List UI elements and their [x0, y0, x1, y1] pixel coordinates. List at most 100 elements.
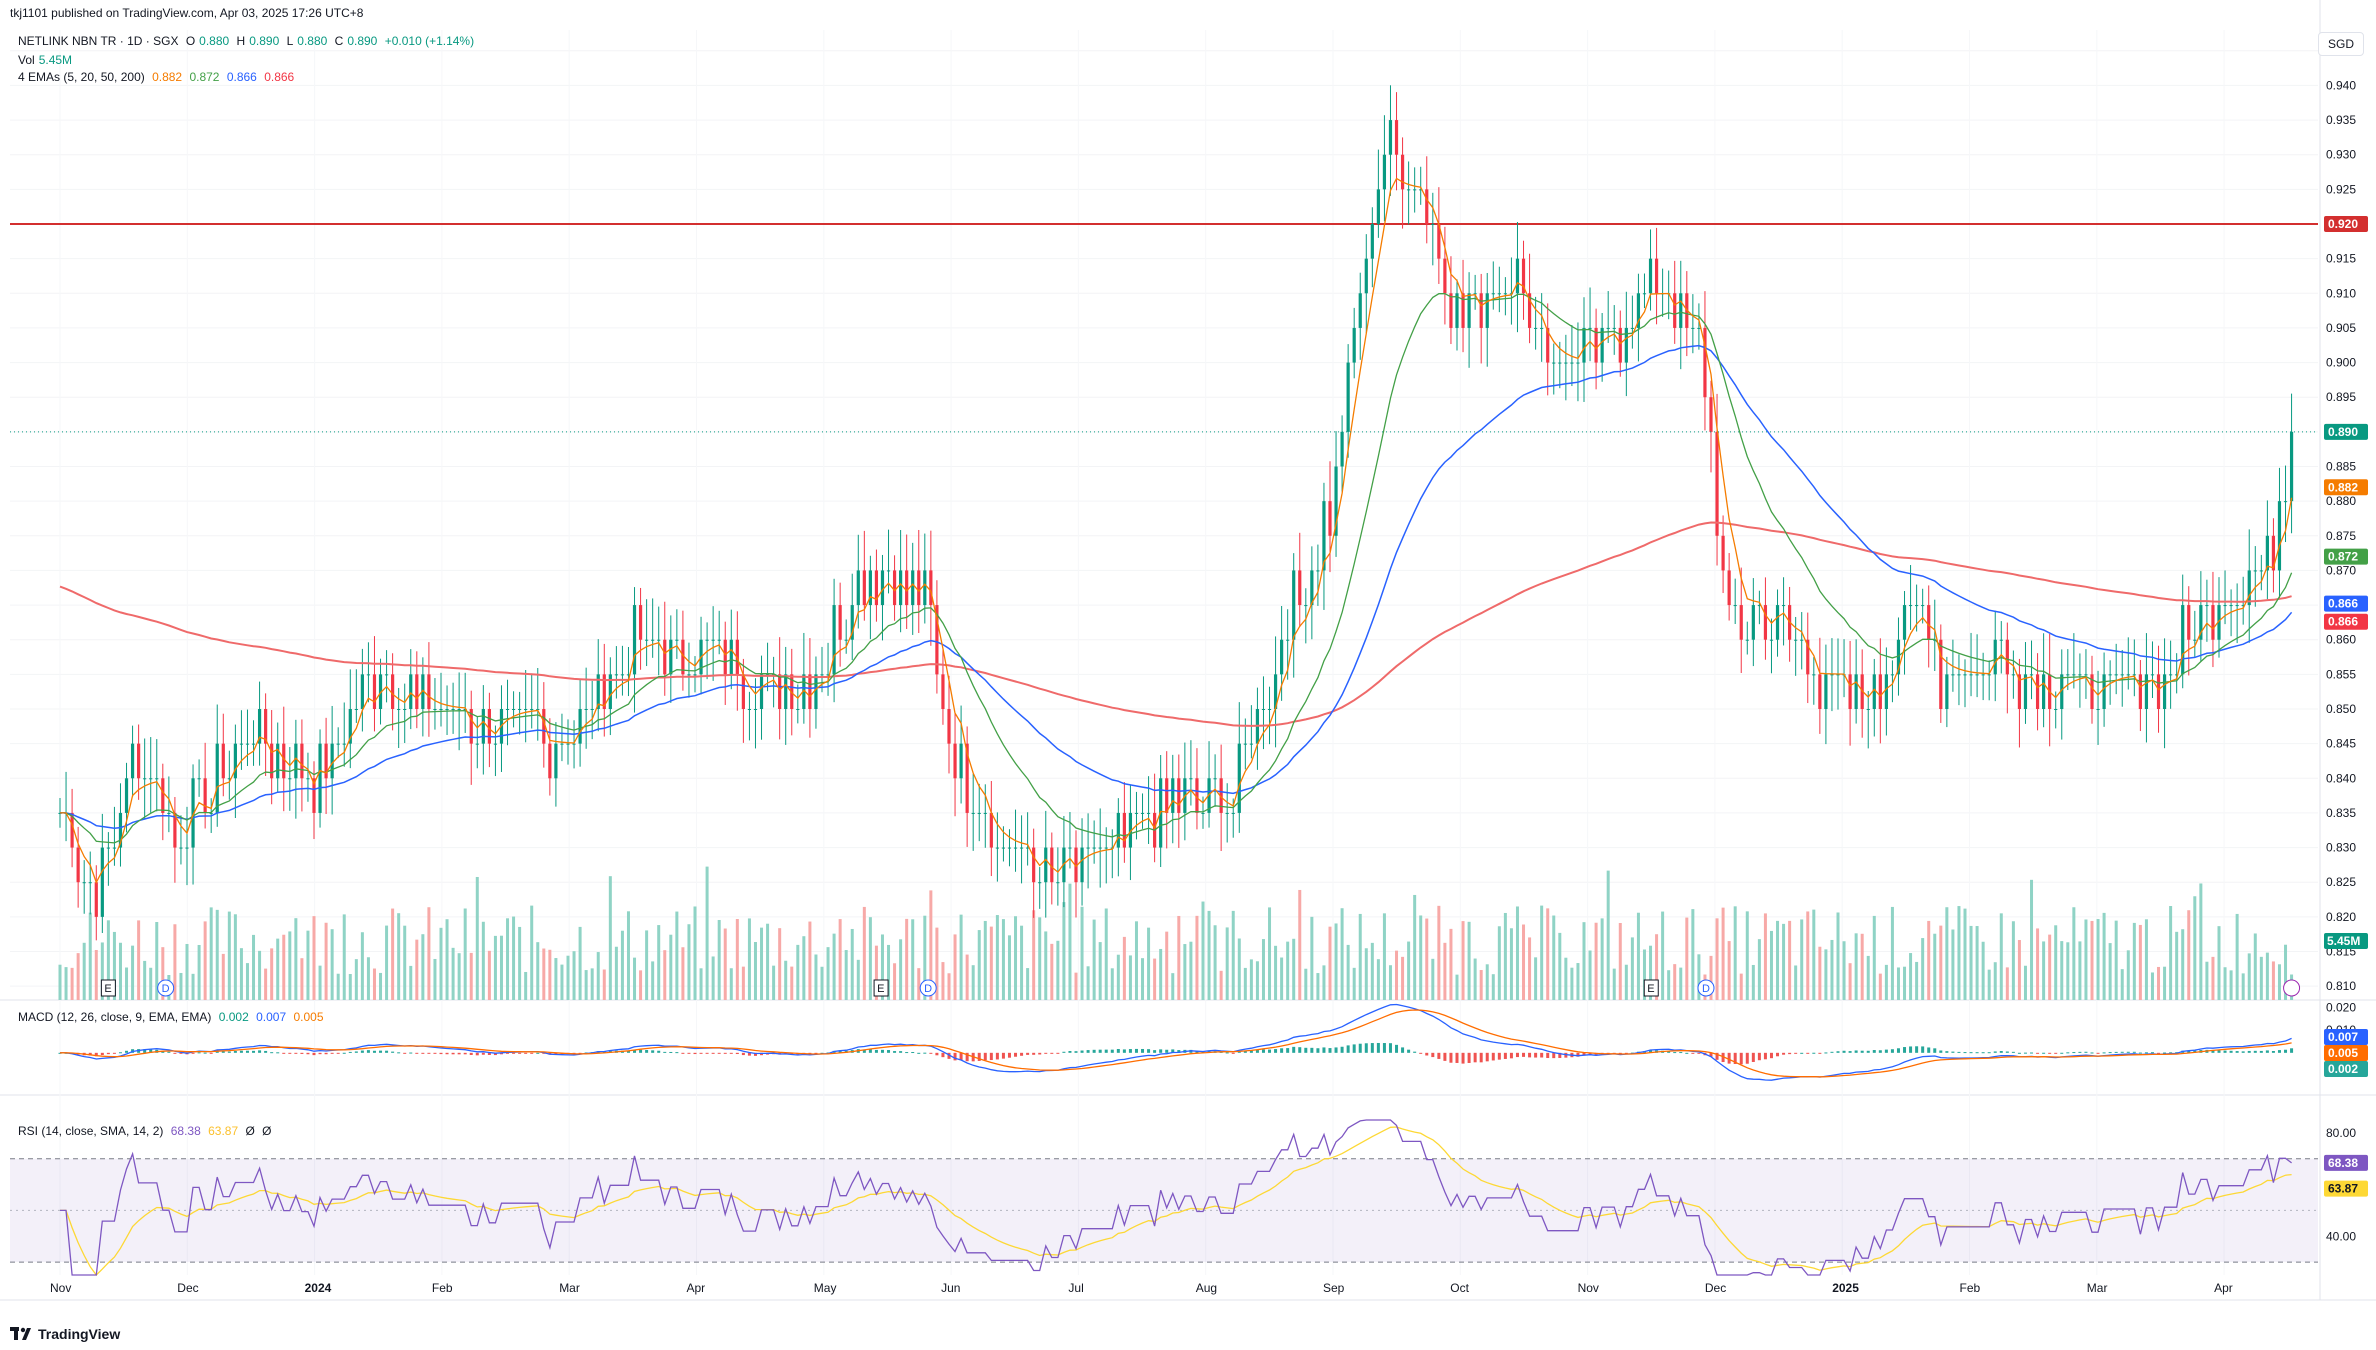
candle-body [1001, 847, 1006, 849]
volume-bar [983, 920, 987, 1000]
candle-body [1570, 362, 1574, 364]
candle-body [1322, 501, 1326, 571]
macd-hist-bar [1884, 1049, 1888, 1053]
candle-body [1267, 709, 1272, 710]
volume-bar [1298, 889, 1302, 1000]
macd-hist-bar [1854, 1050, 1858, 1053]
volume-bar [1987, 969, 1991, 1000]
candle-body [802, 674, 806, 709]
volume-bar [735, 919, 739, 1000]
macd-histogram [58, 1042, 2294, 1065]
macd-hist-tag-bg [2324, 1061, 2368, 1077]
macd-hist-bar [1249, 1050, 1253, 1053]
volume-bar [1376, 959, 1380, 1000]
candle-body [1413, 189, 1417, 191]
rsi-ma-tag: 63.87 [2328, 1182, 2358, 1196]
candle-body [1612, 327, 1616, 329]
macd-hist-bar [1044, 1052, 1048, 1054]
volume-bar [633, 957, 637, 1000]
macd-hist-bar [2036, 1052, 2040, 1054]
candle-body [808, 674, 812, 709]
macd-hist-bar [1546, 1052, 1550, 1059]
candle-body [548, 743, 552, 779]
volume-bar [1969, 925, 1973, 1000]
currency-button[interactable]: SGD [2318, 32, 2364, 56]
candle-body [2126, 674, 2130, 676]
macd-hist-bar [2042, 1052, 2046, 1054]
volume-bar [1860, 933, 1864, 1000]
volume-bar [294, 918, 298, 1000]
candle-body [1521, 258, 1526, 294]
volume-bar [608, 876, 612, 1000]
macd-hist-bar [276, 1052, 280, 1054]
candle-body [306, 778, 310, 780]
volume-bar [796, 944, 800, 1000]
volume-bar [288, 931, 292, 1000]
candle-body [1721, 535, 1725, 571]
rsi-legend[interactable]: RSI (14, close, SMA, 14, 2) 68.38 63.87 … [18, 1124, 276, 1138]
candle-body [143, 778, 147, 780]
candle-body [1370, 224, 1374, 259]
volume-bar [324, 922, 328, 1000]
candle-body [2199, 605, 2203, 640]
candle-body [1945, 674, 1949, 709]
macd-hist-bar [1757, 1052, 1761, 1061]
footer-brand[interactable]: TradingView [10, 1326, 120, 1342]
candle-body [2060, 674, 2064, 709]
volume-series [58, 866, 2294, 1000]
candle-body [487, 709, 491, 744]
volume-bar [1340, 908, 1344, 1000]
volume-bar [1491, 974, 1495, 1000]
candle-body [590, 709, 594, 710]
price-tick-label: 0.940 [2326, 78, 2356, 92]
macd-hist-bar [143, 1049, 147, 1053]
volume-bar [481, 921, 485, 1000]
macd-hist-bar [1540, 1052, 1544, 1058]
volume-bar [651, 961, 655, 1000]
time-tick-label: Nov [50, 1281, 71, 1295]
volume-bar [137, 920, 141, 1000]
candle-body [1340, 431, 1344, 467]
candle-body [318, 743, 322, 813]
candle-body [1431, 224, 1435, 225]
volume-bar [2144, 919, 2148, 1000]
change-value: +0.010 (+1.14%) [384, 34, 475, 48]
symbol-legend[interactable]: NETLINK NBN TR · 1D · SGX O 0.880 H 0.890 … [18, 34, 478, 48]
macd-hist-bar [1951, 1051, 1955, 1053]
volume-legend[interactable]: Vol 5.45M [18, 53, 76, 67]
volume-bar [584, 970, 588, 1000]
volume-bar [1074, 972, 1078, 1000]
candle-body [1739, 605, 1743, 640]
earnings-marker [1643, 979, 1659, 997]
macd-hist-bar [1782, 1052, 1786, 1055]
macd-hist-bar [427, 1052, 431, 1054]
candle-body [294, 743, 298, 779]
candle-body [384, 674, 389, 676]
candle-body [1715, 431, 1719, 536]
macd-hist-bar [1425, 1052, 1429, 1056]
candle-body [1219, 778, 1223, 813]
candle-body [1382, 154, 1387, 190]
volume-bar [989, 926, 993, 1000]
ema-legend[interactable]: 4 EMAs (5, 20, 50, 200) 0.882 0.872 0.86… [18, 70, 298, 84]
volume-bar [1558, 932, 1562, 1000]
macd-hist-bar [1733, 1052, 1737, 1064]
macd-hist-bar [977, 1052, 981, 1061]
macd-legend[interactable]: MACD (12, 26, close, 9, EMA, EMA) 0.002 … [18, 1010, 328, 1024]
publisher-line: tkj1101 published on TradingView.com, Ap… [10, 6, 364, 20]
candle-body [1400, 154, 1405, 190]
candle-body [2217, 605, 2221, 640]
volume-bar [64, 967, 68, 1000]
candle-body [1261, 709, 1266, 710]
volume-bar [590, 968, 594, 1000]
candle-body [1086, 847, 1090, 849]
volume-bar [1673, 964, 1677, 1000]
volume-bar [409, 965, 413, 1000]
candle-body [953, 743, 957, 779]
volume-bar [1636, 912, 1640, 1000]
candle-body [94, 882, 98, 917]
candle-body [711, 639, 715, 641]
volume-bar [911, 919, 915, 1000]
macd-hist-bar [1074, 1051, 1078, 1053]
